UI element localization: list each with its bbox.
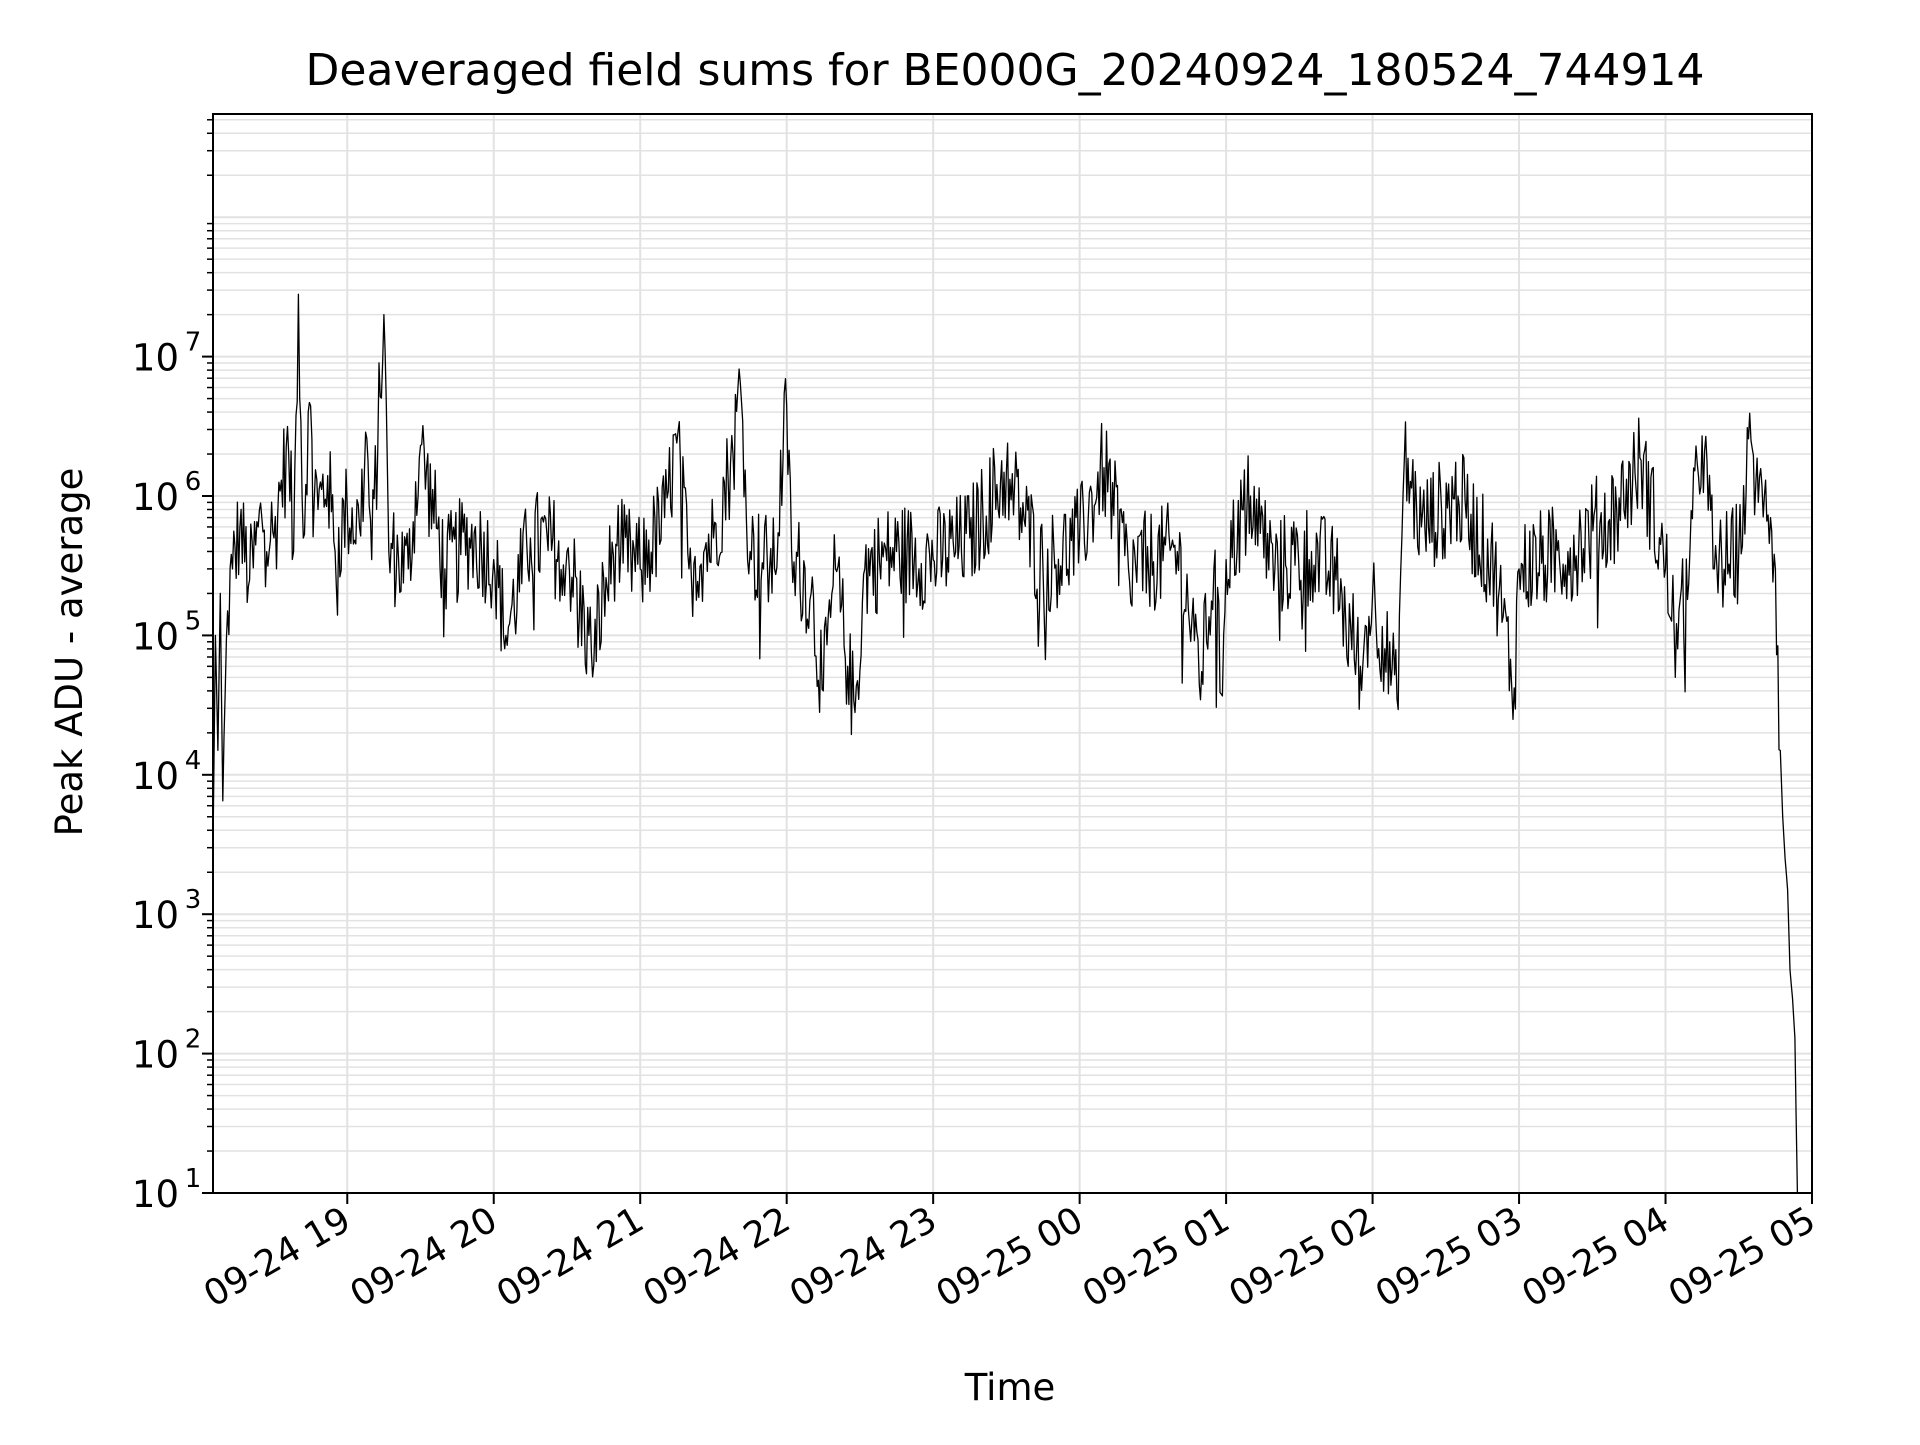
x-tick-label: 09-25 04 (1515, 1199, 1676, 1315)
y-tick-label: 10 (132, 1034, 179, 1077)
y-axis-label: Peak ADU - average (48, 468, 91, 837)
x-tick-label: 09-25 05 (1662, 1199, 1823, 1315)
y-tick-label: 10 (132, 894, 179, 937)
y-tick-label: 10 (132, 476, 179, 519)
x-tick-label: 09-24 20 (344, 1199, 505, 1315)
x-tick-label: 09-24 22 (637, 1199, 798, 1315)
x-tick-label: 09-25 00 (929, 1199, 1090, 1315)
chart-title: Deaveraged field sums for BE000G_2024092… (306, 45, 1705, 96)
grid-lines (213, 114, 1813, 1194)
x-tick-label: 09-25 01 (1076, 1199, 1237, 1315)
x-tick-label: 09-24 19 (197, 1199, 358, 1315)
y-tick-label: 10 (132, 615, 179, 658)
x-tick-label: 09-24 21 (490, 1199, 651, 1315)
y-tick-exponent: 1 (185, 1164, 202, 1194)
y-tick-exponent: 2 (185, 1025, 202, 1055)
x-tick-label: 09-25 03 (1369, 1199, 1530, 1315)
x-axis-label: Time (964, 1366, 1056, 1409)
x-tick-label: 09-24 23 (783, 1199, 944, 1315)
plot-frame (212, 113, 1813, 1194)
y-tick-label: 10 (132, 755, 179, 798)
y-tick-exponent: 4 (185, 746, 202, 776)
y-tick-label: 10 (132, 337, 179, 380)
y-tick-exponent: 6 (185, 467, 202, 497)
series-line (212, 293, 1799, 1194)
y-tick-exponent: 3 (185, 885, 202, 915)
y-tick-exponent: 7 (185, 328, 202, 358)
y-tick-label: 10 (132, 1173, 179, 1216)
x-tick-label: 09-25 02 (1222, 1199, 1383, 1315)
series-layer (212, 293, 1799, 1194)
y-tick-exponent: 5 (185, 606, 202, 636)
